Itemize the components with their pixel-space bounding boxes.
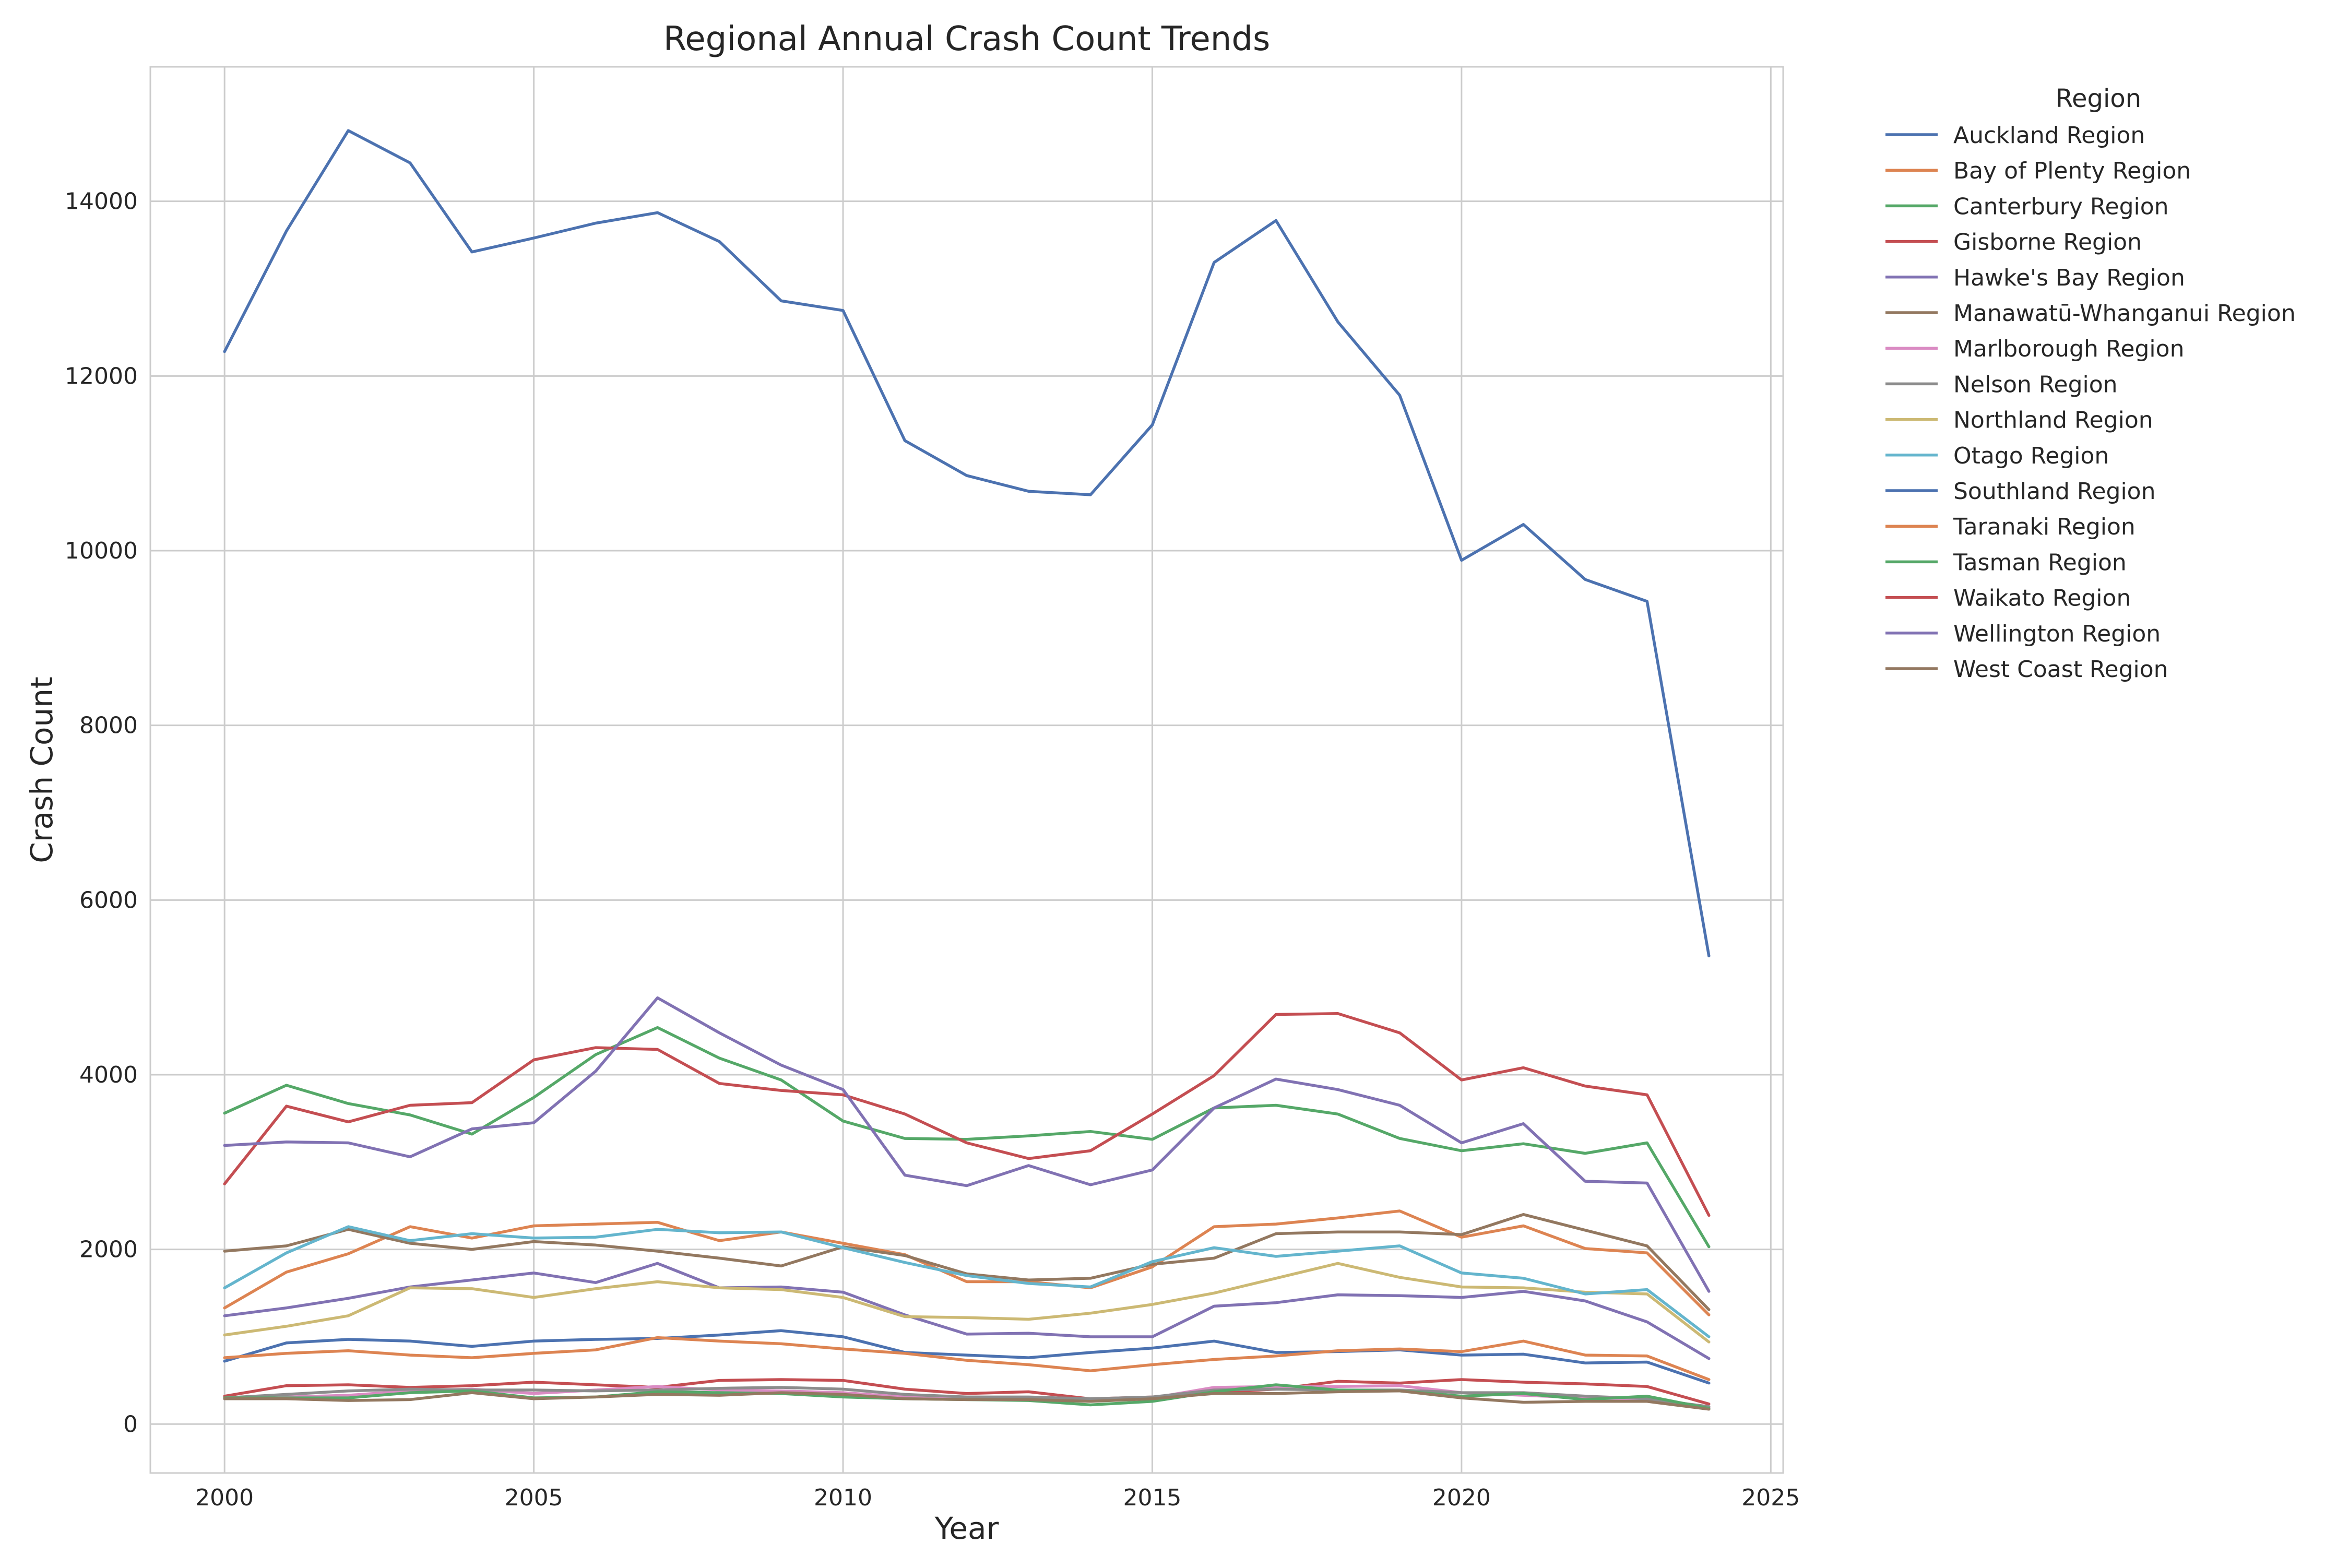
series-lines: [223, 129, 1711, 1411]
legend-label: Canterbury Region: [1953, 193, 2169, 220]
legend-label: Gisborne Region: [1953, 229, 2142, 256]
legend-item: Northland Region: [1885, 407, 2153, 434]
y-tick-label: 2000: [79, 1237, 138, 1263]
legend-label: Taranaki Region: [1953, 514, 2136, 540]
plot-frame: [149, 66, 1784, 1474]
series-line-0: [223, 129, 1711, 958]
x-tick-label: 2015: [1123, 1484, 1181, 1511]
x-tick-label: 2025: [1741, 1484, 1800, 1511]
legend-label: Auckland Region: [1953, 122, 2145, 149]
legend-item: Bay of Plenty Region: [1885, 158, 2191, 184]
series-line-13: [223, 1012, 1711, 1217]
legend-label: Northland Region: [1953, 407, 2153, 434]
grid: [150, 67, 1783, 1473]
series-line-4: [223, 1262, 1711, 1360]
series-line-8: [223, 1262, 1711, 1344]
legend-title: Region: [2056, 84, 2141, 113]
legend-item: Taranaki Region: [1885, 514, 2136, 540]
x-axis-ticks: 2000 2005 2010 2015 2020 2025: [195, 1484, 1800, 1511]
legend-label: Waikato Region: [1953, 585, 2131, 612]
legend-label: Bay of Plenty Region: [1953, 158, 2191, 184]
series-line-11: [223, 1336, 1711, 1381]
legend: Region Auckland Region Bay of Plenty Regi…: [1885, 84, 2296, 683]
x-tick-label: 2020: [1432, 1484, 1491, 1511]
series-line-9: [223, 1225, 1711, 1338]
legend-label: Southland Region: [1953, 478, 2156, 505]
legend-item: Canterbury Region: [1885, 193, 2169, 220]
legend-item: Nelson Region: [1885, 371, 2118, 398]
series-line-3: [223, 1378, 1711, 1406]
legend-label: Wellington Region: [1953, 621, 2161, 647]
legend-item: Tasman Region: [1885, 549, 2127, 576]
series-line-15: [223, 1389, 1711, 1411]
legend-label: Otago Region: [1953, 443, 2109, 469]
chart-title: Regional Annual Crash Count Trends: [663, 20, 1271, 58]
legend-item: Otago Region: [1885, 443, 2109, 469]
legend-label: West Coast Region: [1953, 656, 2168, 683]
legend-item: Manawatū-Whanganui Region: [1885, 300, 2296, 327]
y-axis-ticks: 0 2000 4000 6000 8000 10000 12000 14000: [65, 188, 138, 1438]
x-tick-label: 2005: [505, 1484, 563, 1511]
series-line-14: [223, 996, 1711, 1293]
legend-item: Hawke's Bay Region: [1885, 265, 2185, 291]
x-axis-label: Year: [934, 1511, 999, 1546]
legend-items: Auckland Region Bay of Plenty Region Cante…: [1885, 122, 2296, 683]
series-line-10: [223, 1329, 1711, 1385]
legend-item: Gisborne Region: [1885, 229, 2142, 256]
legend-label: Manawatū-Whanganui Region: [1953, 300, 2296, 327]
legend-item: Waikato Region: [1885, 585, 2131, 612]
x-tick-label: 2010: [814, 1484, 872, 1511]
y-tick-label: 12000: [65, 363, 138, 389]
legend-label: Nelson Region: [1953, 371, 2118, 398]
legend-item: Marlborough Region: [1885, 336, 2184, 362]
y-tick-label: 10000: [65, 538, 138, 564]
legend-item: Auckland Region: [1885, 122, 2145, 149]
y-tick-label: 4000: [79, 1062, 138, 1088]
legend-label: Hawke's Bay Region: [1953, 265, 2185, 291]
legend-label: Marlborough Region: [1953, 336, 2184, 362]
y-tick-label: 14000: [65, 188, 138, 215]
legend-item: Southland Region: [1885, 478, 2156, 505]
x-tick-label: 2000: [195, 1484, 254, 1511]
y-tick-label: 8000: [79, 712, 138, 739]
y-tick-label: 6000: [79, 887, 138, 913]
series-line-5: [223, 1213, 1711, 1311]
legend-label: Tasman Region: [1953, 549, 2127, 576]
y-tick-label: 0: [123, 1411, 138, 1438]
y-axis-label: Crash Count: [24, 676, 60, 863]
series-line-1: [223, 1209, 1711, 1316]
series-line-2: [223, 1026, 1711, 1249]
legend-item: West Coast Region: [1885, 656, 2168, 683]
legend-item: Wellington Region: [1885, 621, 2161, 647]
